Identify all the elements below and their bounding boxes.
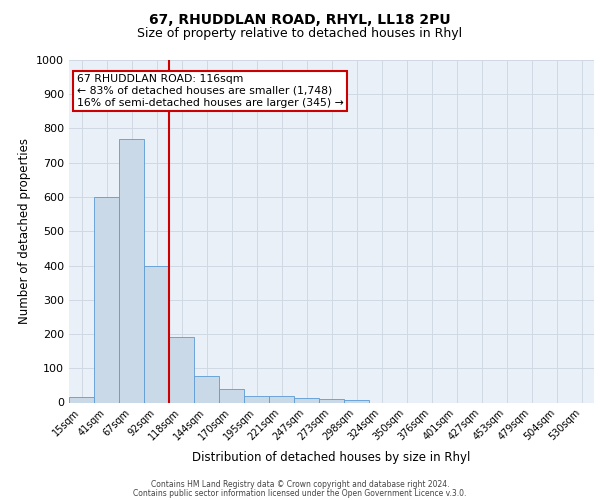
X-axis label: Distribution of detached houses by size in Rhyl: Distribution of detached houses by size …: [193, 450, 470, 464]
Bar: [244, 396, 269, 402]
Bar: [69, 398, 94, 402]
Bar: [344, 400, 369, 402]
Text: Contains HM Land Registry data © Crown copyright and database right 2024.: Contains HM Land Registry data © Crown c…: [151, 480, 449, 489]
Bar: [144, 266, 169, 402]
Y-axis label: Number of detached properties: Number of detached properties: [17, 138, 31, 324]
Bar: [119, 139, 144, 402]
Bar: [169, 338, 194, 402]
Text: 67 RHUDDLAN ROAD: 116sqm
← 83% of detached houses are smaller (1,748)
16% of sem: 67 RHUDDLAN ROAD: 116sqm ← 83% of detach…: [77, 74, 344, 108]
Bar: [219, 390, 244, 402]
Bar: [319, 399, 344, 402]
Bar: [94, 197, 119, 402]
Bar: [194, 376, 219, 402]
Bar: [269, 396, 294, 402]
Bar: [294, 398, 319, 402]
Text: Contains public sector information licensed under the Open Government Licence v.: Contains public sector information licen…: [133, 489, 467, 498]
Text: Size of property relative to detached houses in Rhyl: Size of property relative to detached ho…: [137, 28, 463, 40]
Text: 67, RHUDDLAN ROAD, RHYL, LL18 2PU: 67, RHUDDLAN ROAD, RHYL, LL18 2PU: [149, 12, 451, 26]
